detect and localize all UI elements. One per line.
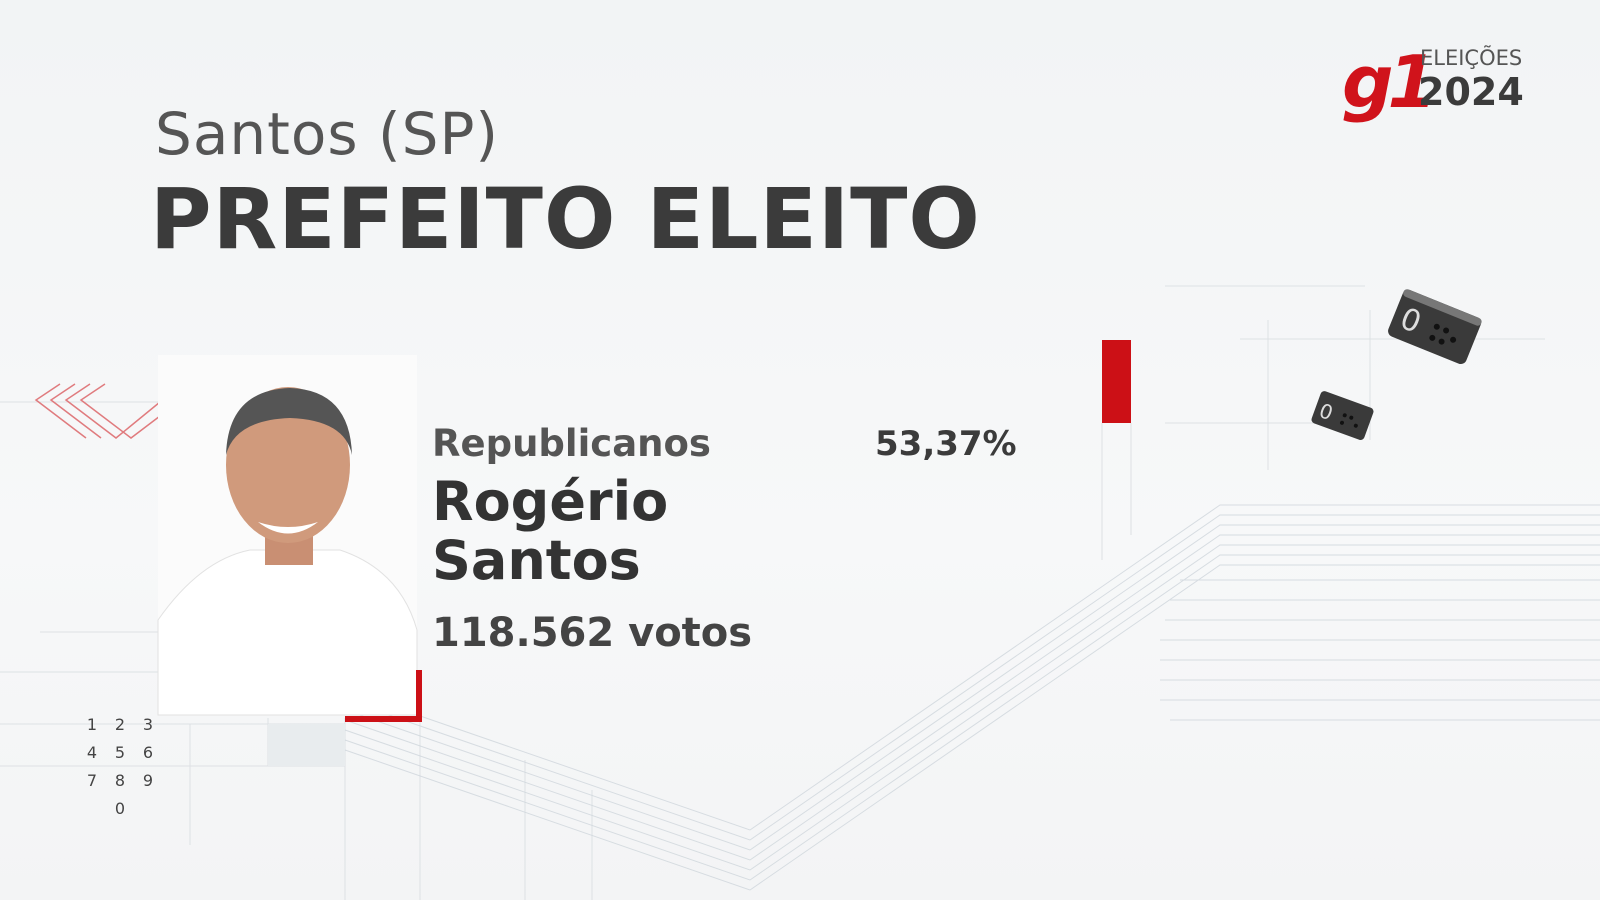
candidate-photo [157, 355, 418, 716]
keypad-key: 5 [114, 743, 126, 762]
keypad-key: 7 [86, 771, 98, 790]
keypad-key: 8 [114, 771, 126, 790]
keypad-key: 4 [86, 743, 98, 762]
keypad-key: 0 [114, 799, 126, 818]
keypad-key: 9 [142, 771, 154, 790]
logo-year: 2024 [1418, 70, 1524, 114]
title: PREFEITO ELEITO [150, 170, 981, 268]
party: Republicanos [432, 422, 711, 465]
keypad-key: 3 [142, 715, 154, 734]
candidate-name: Rogério Santos [432, 470, 669, 592]
logo-label: ELEIÇÕES [1420, 46, 1523, 70]
brand-logo: g1 [1342, 40, 1438, 124]
vote-count: 118.562 votos [432, 610, 753, 656]
keypad-key: 6 [142, 743, 154, 762]
city: Santos (SP) [155, 100, 500, 168]
keypad-key: 1 [86, 715, 98, 734]
keypad-key: 2 [114, 715, 126, 734]
vote-percent: 53,37% [875, 424, 1017, 464]
